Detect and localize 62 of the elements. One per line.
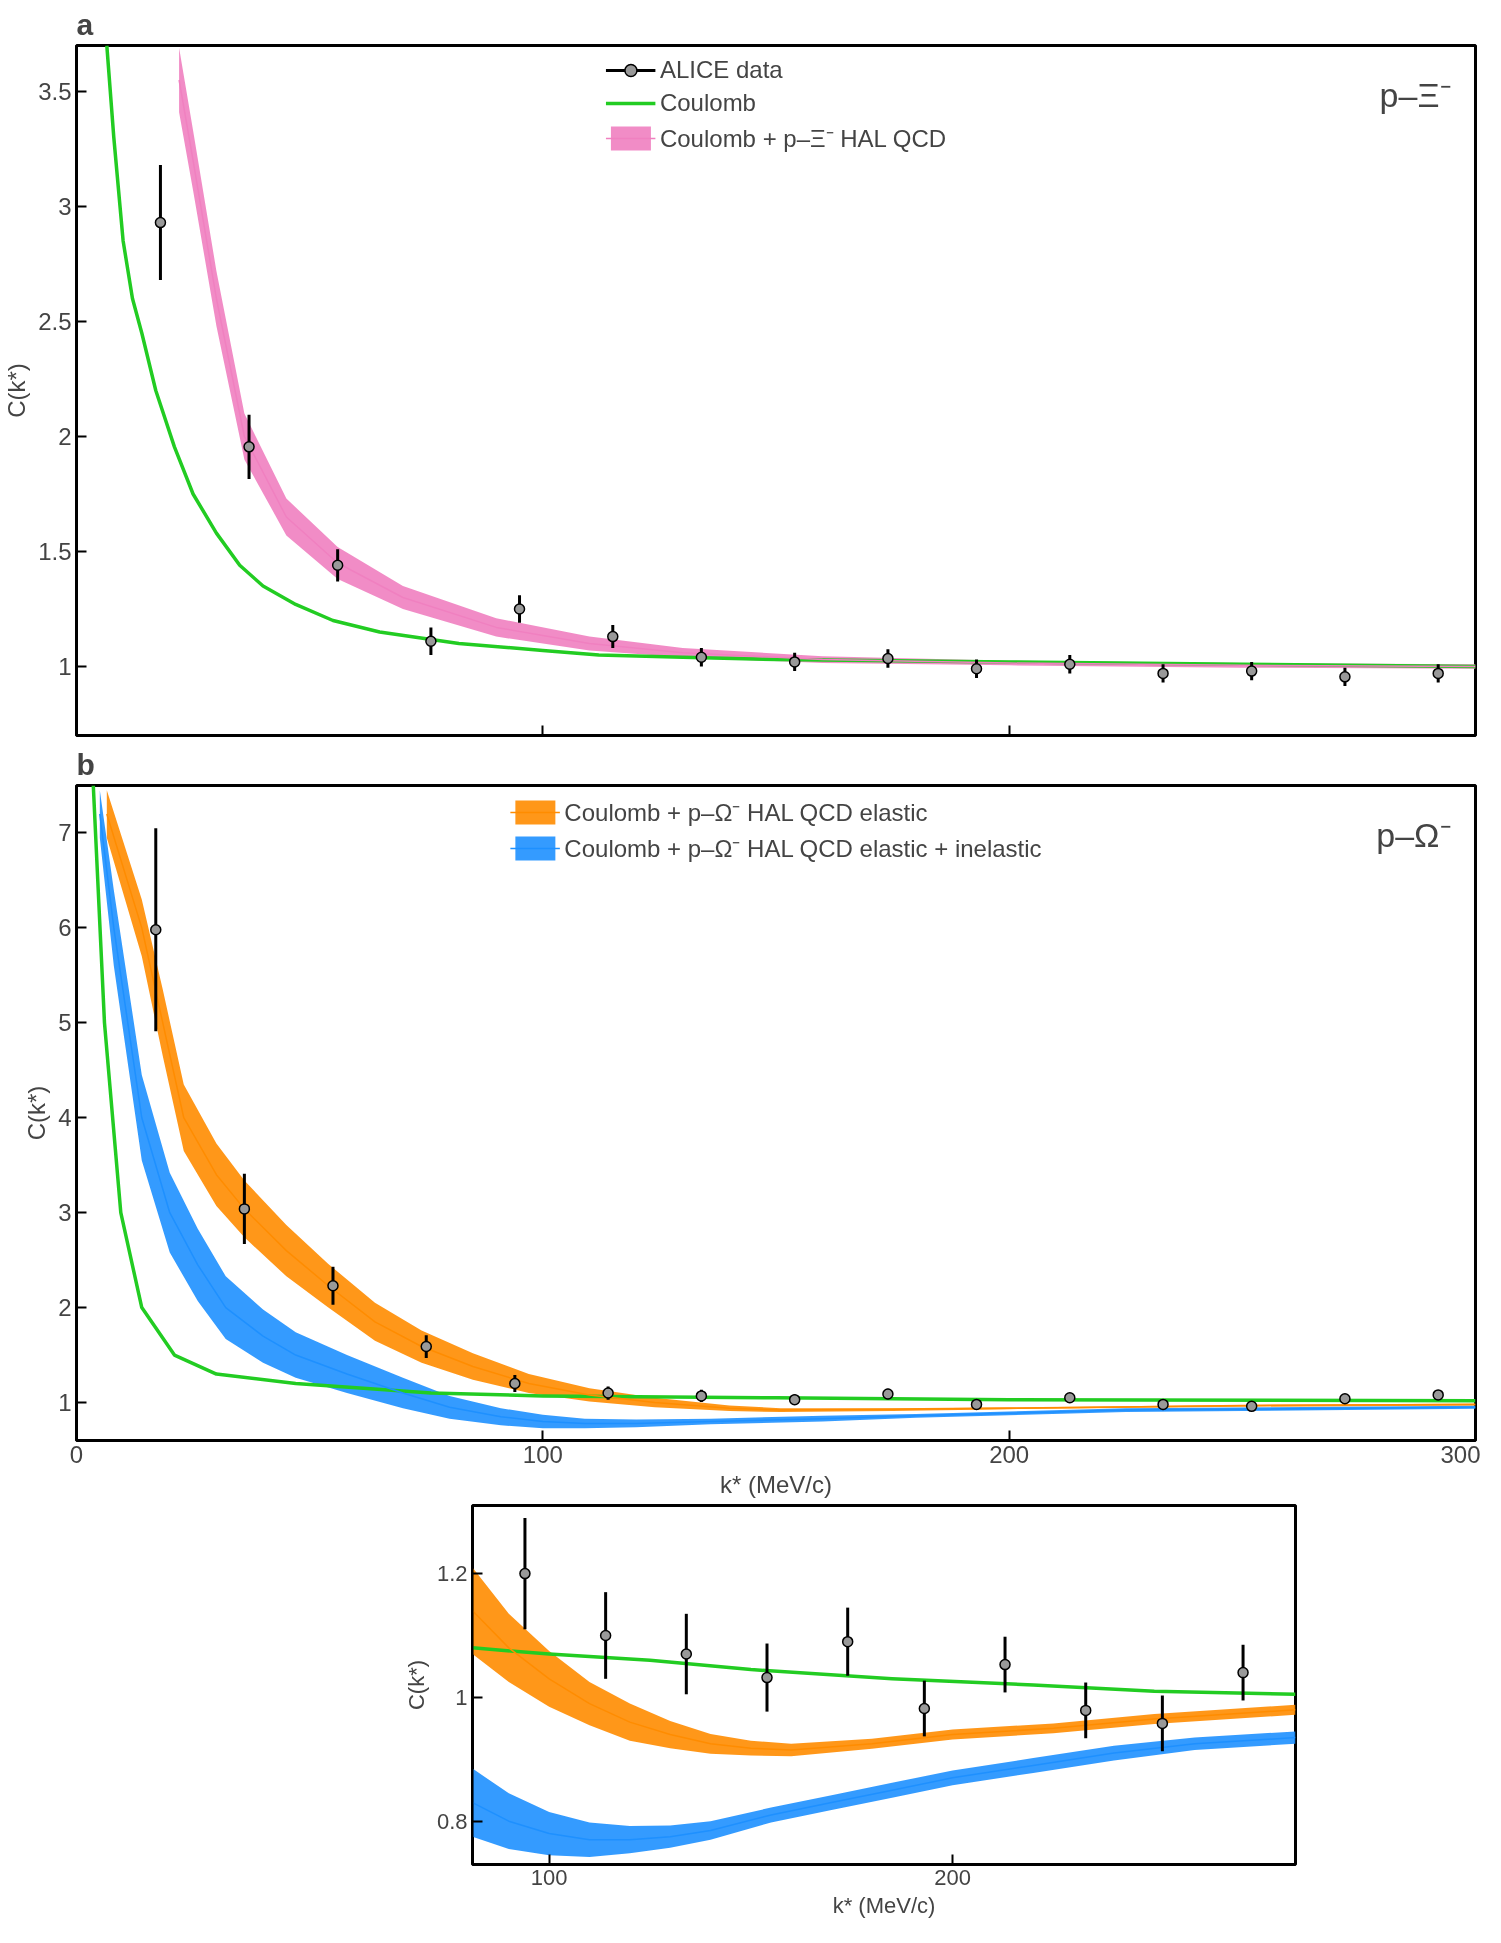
point [695,651,708,664]
point [918,1702,931,1715]
x-tick-label: 300 [1440,1440,1481,1468]
point [599,1629,612,1642]
line-series [472,1646,1296,1697]
point [680,1648,693,1660]
y-axis-title: C(k*) [23,1085,51,1141]
point [788,656,801,668]
x-axis-title: k* (MeV/c) [832,1892,936,1918]
point [1156,1717,1169,1730]
point [607,630,619,643]
legend-label: Coulomb + p–Ω⁻ HAL QCD elastic + inelastic [564,834,1042,864]
chart-title: a [76,7,94,41]
point [1237,1666,1249,1679]
point [425,635,437,647]
point [841,1635,854,1648]
legend-label: Coulomb [659,89,756,117]
point [970,663,983,675]
point [1079,1704,1092,1717]
y-tick-label: 3 [58,1199,72,1227]
legend-label: ALICE data [659,56,783,84]
x-tick-label: 100 [530,1864,568,1890]
y-tick-label: 3.5 [38,78,72,105]
y-tick-label: 6 [58,914,72,942]
chart-title: b [76,747,95,781]
y-tick-label: 2 [58,423,72,450]
legend-label: Coulomb + p–Ω⁻ HAL QCD elastic [564,798,928,828]
point [1157,667,1169,680]
x-tick-label: 100 [522,1440,563,1468]
y-tick-label: 1 [455,1684,468,1710]
y-tick-label: 5 [58,1009,72,1037]
x-axis-title: k* (MeV/c) [720,1470,833,1498]
y-tick-label: 0.8 [436,1808,468,1834]
annotation: p–Ω⁻ [1376,815,1451,854]
point [882,652,894,665]
point [1245,665,1258,677]
x-tick-label: 200 [989,1440,1030,1468]
point [243,441,255,453]
point [154,216,167,229]
point [999,1658,1011,1671]
y-axis-title: C(k*) [3,363,31,418]
y-tick-label: 1.5 [38,538,72,565]
y-tick-label: 2.5 [38,308,72,335]
x-tick-label: 0 [69,1440,84,1468]
point [1432,667,1444,680]
y-tick-label: 7 [58,819,72,847]
y-tick-label: 1.2 [436,1561,468,1587]
point [519,1567,531,1580]
y-tick-label: 1 [58,653,72,680]
y-tick-label: 1 [58,1389,72,1417]
legend-label: Coulomb + p–Ξ⁻ HAL QCD [659,124,947,154]
point [331,559,344,572]
point [1339,671,1351,683]
point [513,603,526,615]
y-tick-label: 3 [58,193,72,220]
point [1064,658,1076,670]
y-axis-title: C(k*) [403,1659,429,1711]
annotation: p–Ξ⁻ [1379,75,1451,114]
point [761,1671,773,1684]
y-tick-label: 4 [58,1104,72,1132]
y-tick-label: 2 [58,1294,72,1322]
x-tick-label: 200 [934,1864,971,1890]
